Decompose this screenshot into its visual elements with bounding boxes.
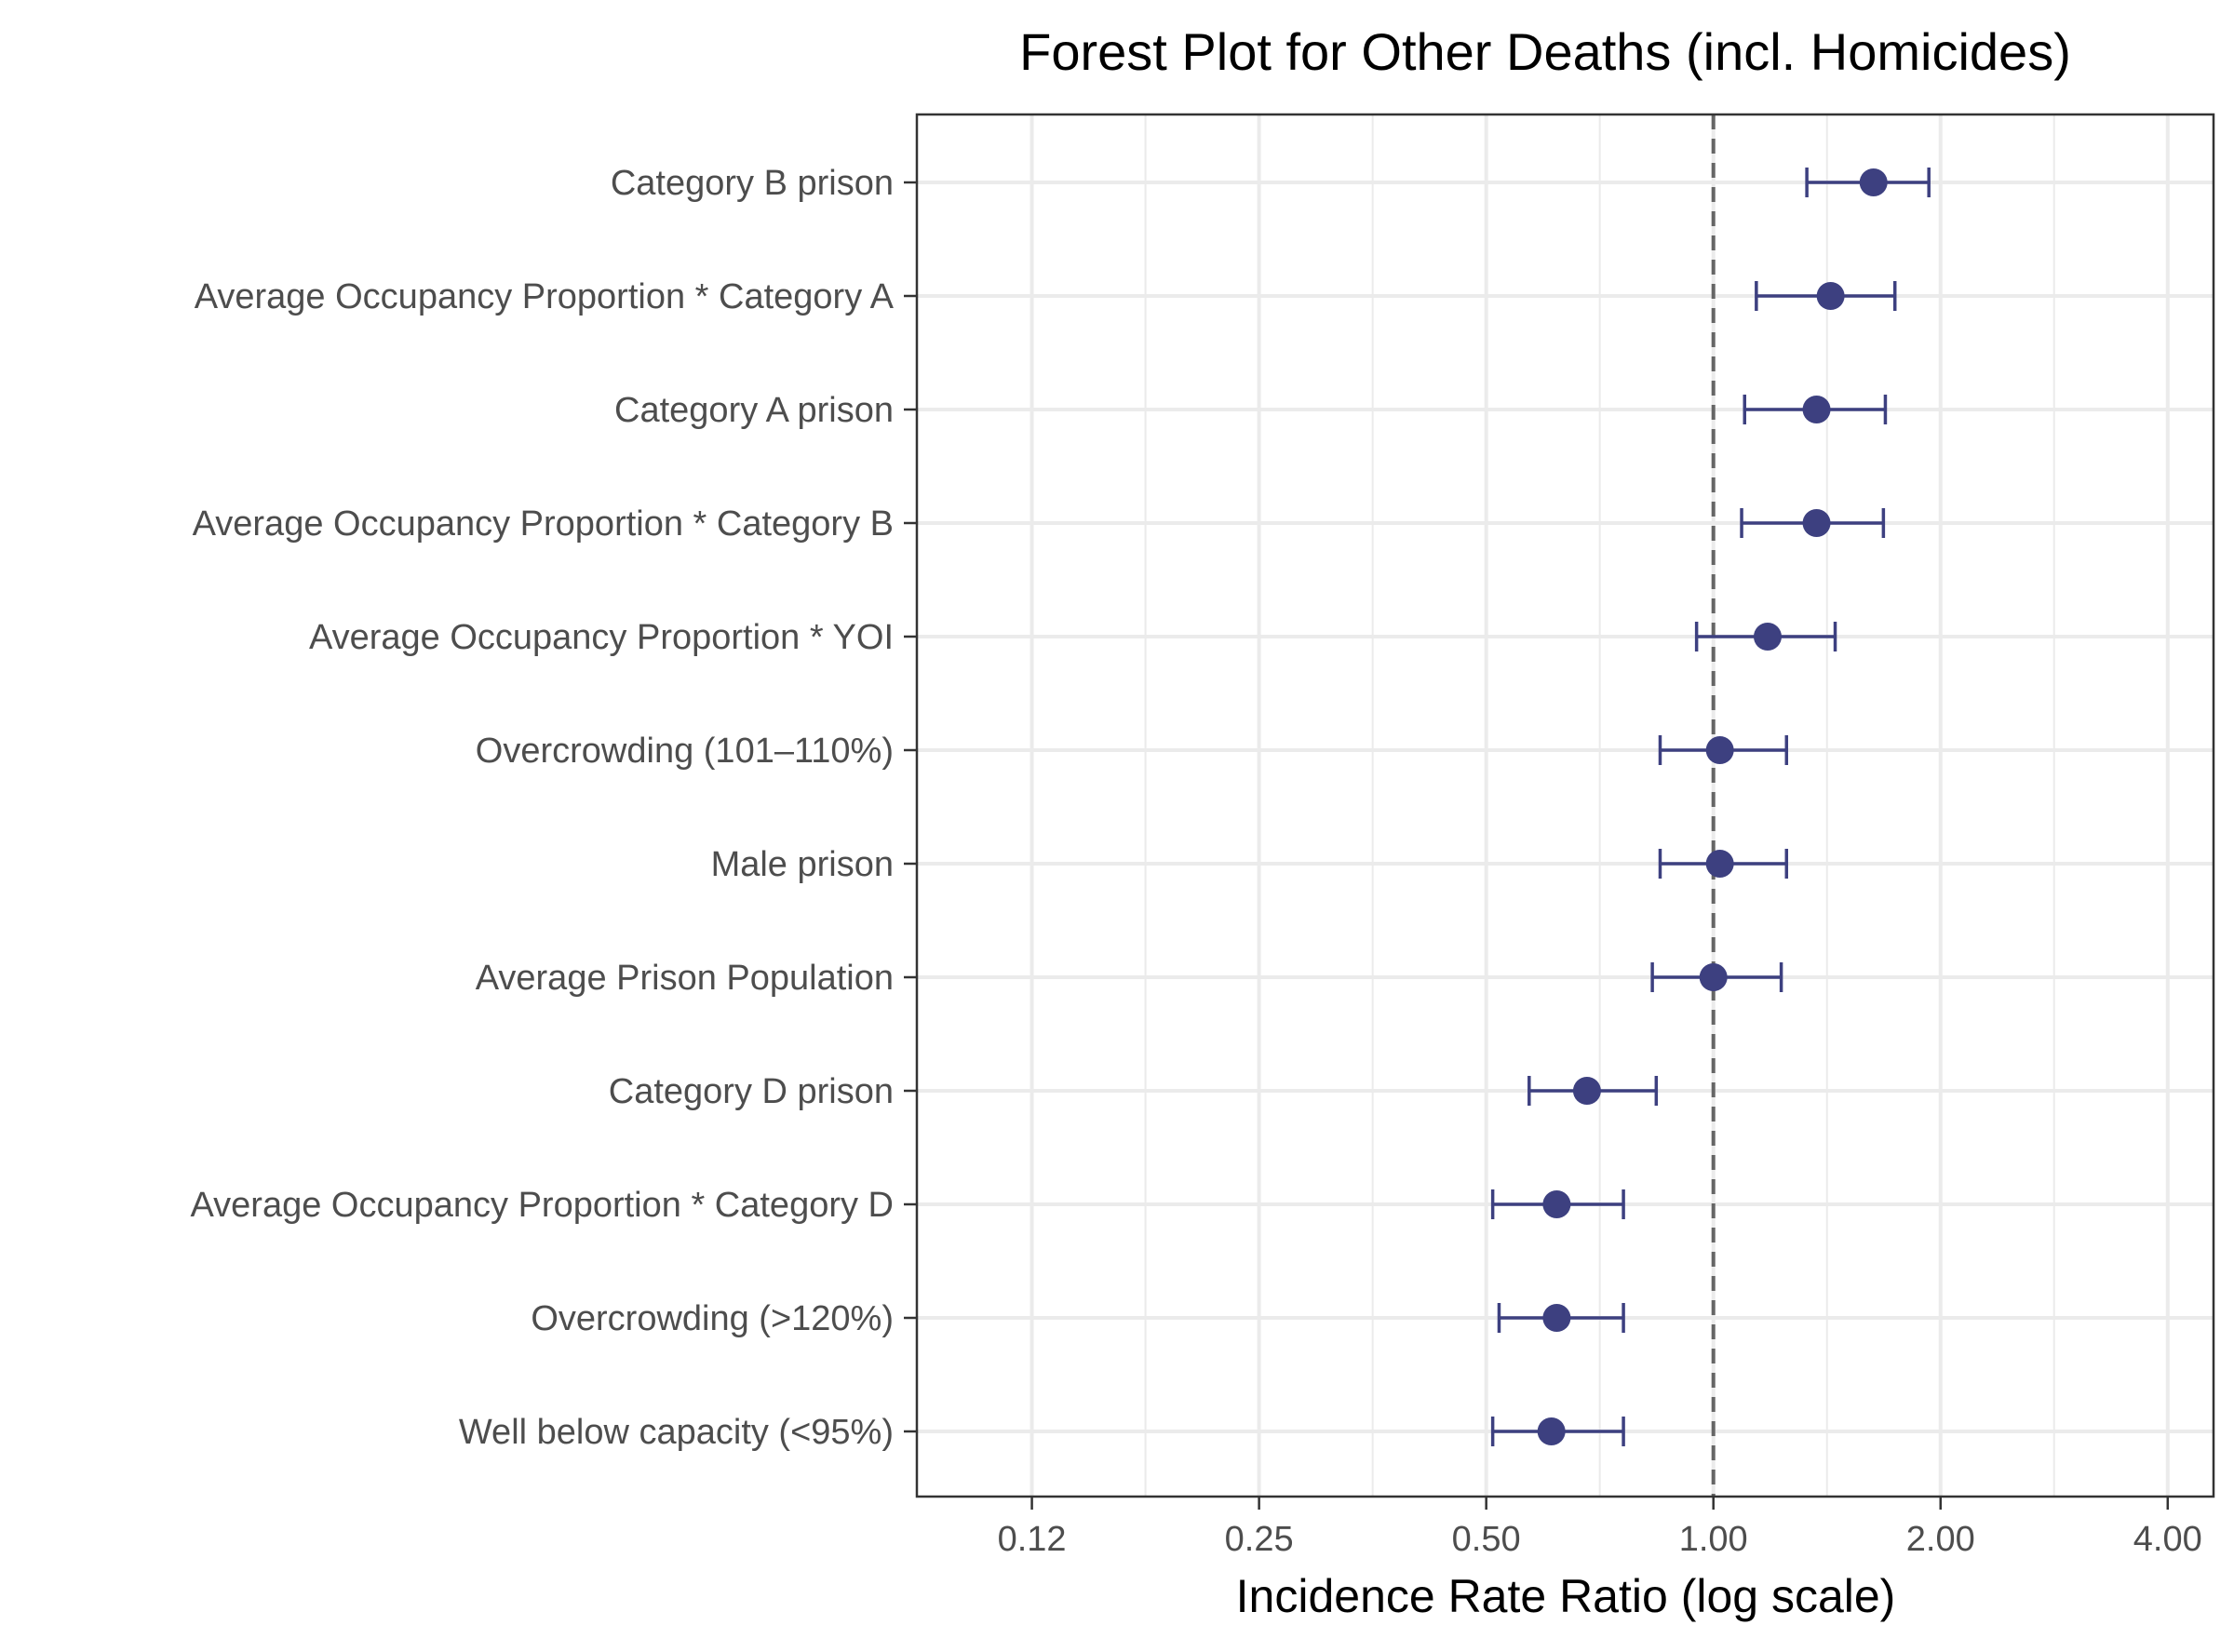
estimate-point bbox=[1537, 1417, 1566, 1445]
estimate-point bbox=[1572, 1077, 1601, 1105]
estimate-point bbox=[1802, 509, 1831, 537]
estimate-point bbox=[1705, 736, 1734, 764]
estimate-point bbox=[1753, 623, 1782, 651]
y-axis: Category B prison Average Occupancy Propo… bbox=[191, 164, 917, 1452]
x-tick-label: 1.00 bbox=[1679, 1520, 1748, 1559]
estimate-point bbox=[1802, 396, 1831, 423]
estimate-point bbox=[1699, 963, 1728, 991]
panel-border bbox=[915, 113, 2215, 1498]
y-tick-label: Average Occupancy Proportion * Category … bbox=[191, 1186, 894, 1225]
y-tick-label: Average Occupancy Proportion * Category … bbox=[195, 277, 895, 316]
y-tick-label: Average Prison Population bbox=[476, 959, 894, 998]
y-tick-label: Category B prison bbox=[611, 164, 894, 203]
y-tick-label: Overcrowding (>120%) bbox=[531, 1299, 894, 1338]
y-tick-label: Average Occupancy Proportion * YOI bbox=[309, 618, 894, 657]
x-tick-label: 0.25 bbox=[1225, 1520, 1294, 1559]
x-axis: 0.12 0.25 0.50 1.00 2.00 4.00 bbox=[998, 1497, 2202, 1559]
y-tick-label: Male prison bbox=[711, 845, 894, 884]
x-tick-label: 4.00 bbox=[2133, 1520, 2202, 1559]
x-tick-label: 0.12 bbox=[998, 1520, 1067, 1559]
y-tick-label: Well below capacity (<95%) bbox=[459, 1413, 894, 1452]
estimate-point bbox=[1816, 282, 1845, 310]
y-tick-label: Average Occupancy Proportion * Category … bbox=[193, 504, 894, 544]
y-tick-label: Category A prison bbox=[614, 391, 894, 430]
x-tick-label: 0.50 bbox=[1452, 1520, 1521, 1559]
plot-panel bbox=[915, 113, 2215, 1498]
x-axis-label: Incidence Rate Ratio (log scale) bbox=[1236, 1570, 1896, 1622]
estimate-point bbox=[1705, 850, 1734, 878]
y-tick-label: Overcrowding (101–110%) bbox=[476, 732, 894, 771]
chart-title: Forest Plot for Other Deaths (incl. Homi… bbox=[1019, 22, 2071, 81]
x-tick-label: 2.00 bbox=[1906, 1520, 1975, 1559]
estimate-point bbox=[1542, 1304, 1571, 1332]
estimate-point bbox=[1542, 1190, 1571, 1218]
y-tick-label: Category D prison bbox=[609, 1072, 894, 1111]
estimate-point bbox=[1859, 168, 1888, 196]
